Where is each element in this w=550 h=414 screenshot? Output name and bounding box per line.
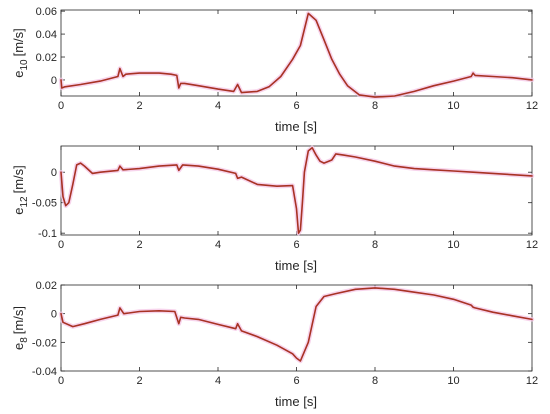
x-tick-label: 6	[293, 375, 299, 387]
series-line	[60, 12, 533, 98]
x-tick-label: 2	[136, 100, 142, 112]
y-tick-label: 0	[51, 167, 57, 179]
x-tick-label: 0	[58, 239, 64, 251]
y-axis-label-3: e8 [m/s]	[11, 306, 30, 350]
y-axis-symbol-1: e	[11, 71, 26, 78]
y-tick-label: -0.05	[32, 198, 57, 210]
x-tick-label: 8	[372, 100, 378, 112]
x-tick-label: 2	[136, 375, 142, 387]
y-axis-label-2: e12 [m/s]	[11, 165, 30, 215]
y-axis-symbol-3: e	[11, 343, 26, 350]
y-ticks-1: 0 0.02 0.04 0.06	[36, 6, 532, 87]
x-axis-label-1: time [s]	[275, 119, 317, 134]
x-tick-label: 8	[372, 375, 378, 387]
y-axis-symbol-2: e	[11, 208, 26, 215]
x-tick-label: 4	[215, 239, 221, 251]
y-tick-label: 0.06	[36, 6, 57, 18]
y-tick-label: 0.02	[36, 280, 57, 292]
series-3	[58, 285, 535, 364]
y-tick-label: 0	[51, 75, 57, 87]
x-tick-label: 8	[372, 239, 378, 251]
x-tick-label: 4	[215, 375, 221, 387]
x-tick-label: 10	[447, 239, 459, 251]
y-axis-unit-3: [m/s]	[11, 306, 26, 334]
x-tick-label: 12	[526, 100, 538, 112]
y-tick-label: 0.02	[36, 52, 57, 64]
x-tick-label: 10	[447, 375, 459, 387]
x-tick-label: 2	[136, 239, 142, 251]
x-tick-label: 12	[526, 239, 538, 251]
y-ticks-2: -0.1 -0.05 0	[32, 167, 532, 240]
x-tick-label: 4	[215, 100, 221, 112]
y-axis-label-1: e10 [m/s]	[11, 28, 30, 78]
x-tick-label: 6	[293, 239, 299, 251]
series-2	[58, 145, 535, 236]
x-tick-label: 12	[526, 375, 538, 387]
x-tick-label: 10	[447, 100, 459, 112]
x-tick-label: 0	[58, 100, 64, 112]
x-axis-label-2: time [s]	[275, 258, 317, 273]
x-ticks-3: 0 2 4 6 8 10 12	[58, 285, 538, 387]
y-axis-subscript-2: 12	[19, 196, 30, 208]
x-axis-label-3: time [s]	[275, 394, 317, 409]
y-tick-label: -0.1	[38, 228, 57, 240]
y-tick-label: 0	[51, 309, 57, 321]
y-tick-label: -0.04	[32, 366, 57, 378]
x-tick-label: 6	[293, 100, 299, 112]
y-axis-subscript-1: 10	[19, 59, 30, 71]
y-axis-subscript-3: 8	[19, 337, 30, 343]
y-tick-label: 0.04	[36, 29, 57, 41]
x-tick-label: 0	[58, 375, 64, 387]
chart-panel-1: 0 2 4 6 8 10 12 00.020.040.06 time [s] e10[m/s…	[11, 6, 538, 134]
series-line	[60, 147, 533, 234]
y-axis-unit-1: [m/s]	[11, 28, 26, 56]
chart-panel-2: 0 2 4 6 8 10 12 -0.1-0.050 time [s] e12[m/s]	[11, 145, 538, 273]
y-tick-label: -0.02	[32, 337, 57, 349]
series-1	[58, 11, 535, 100]
y-ticks-3: -0.04 -0.02 0 0.02	[32, 280, 532, 378]
x-ticks-1: 0 2 4 6 8 10 12	[58, 10, 538, 112]
x-ticks-2: 0 2 4 6 8 10 12	[58, 146, 538, 251]
series-line	[60, 287, 533, 362]
y-axis-unit-2: [m/s]	[11, 165, 26, 193]
